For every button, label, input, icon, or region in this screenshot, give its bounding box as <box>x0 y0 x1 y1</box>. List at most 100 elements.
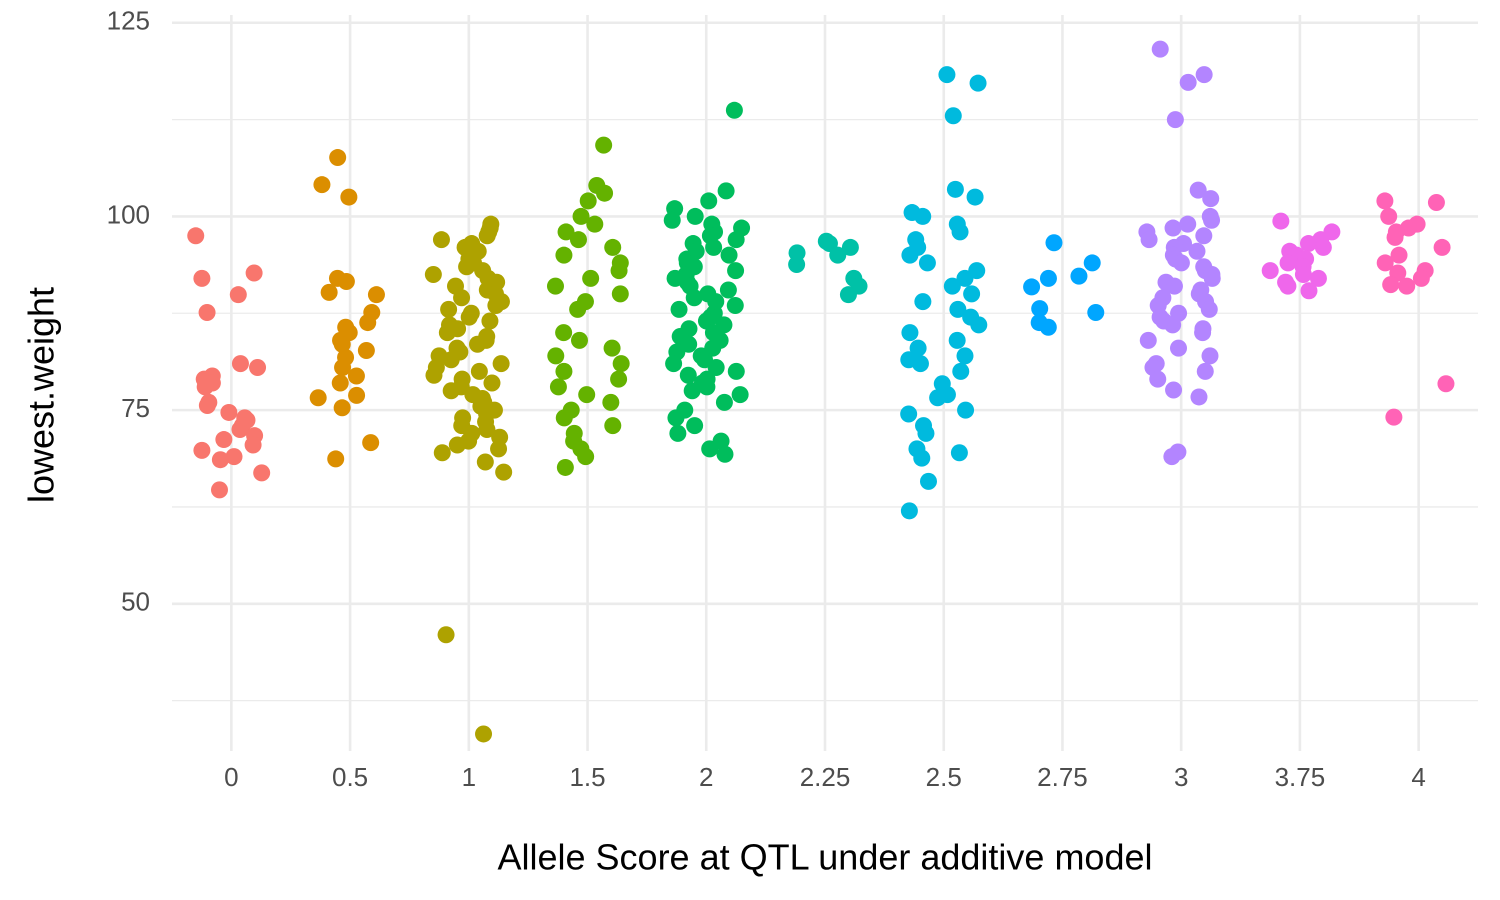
point <box>569 300 587 318</box>
point <box>701 440 719 458</box>
point <box>725 101 743 119</box>
point <box>249 359 267 377</box>
point <box>970 316 988 334</box>
point <box>225 448 243 466</box>
point <box>1314 238 1332 256</box>
point <box>719 281 737 299</box>
point <box>340 188 358 206</box>
point <box>357 341 375 359</box>
x-tick-label: 4 <box>1411 762 1425 792</box>
point <box>596 184 614 202</box>
point <box>1023 278 1041 296</box>
point <box>918 254 936 272</box>
point <box>556 458 574 476</box>
point <box>956 347 974 365</box>
point <box>570 331 588 349</box>
point <box>211 451 229 469</box>
point <box>313 176 331 194</box>
point <box>969 74 987 92</box>
x-tick-label: 2.25 <box>800 762 851 792</box>
point <box>1189 181 1207 199</box>
point <box>1201 347 1219 365</box>
point <box>610 370 628 388</box>
point <box>1166 111 1184 129</box>
point <box>442 351 460 369</box>
point <box>1087 303 1105 321</box>
point <box>1433 238 1451 256</box>
point <box>347 367 365 385</box>
point <box>717 182 735 200</box>
point <box>1299 235 1317 253</box>
point <box>187 227 205 245</box>
y-tick-label: 50 <box>121 587 150 617</box>
point <box>698 378 716 396</box>
point <box>944 107 962 125</box>
point <box>333 399 351 417</box>
point <box>440 300 458 318</box>
point <box>309 389 327 407</box>
point <box>917 424 935 442</box>
point <box>549 378 567 396</box>
y-tick-label: 125 <box>107 6 150 36</box>
point <box>963 285 981 303</box>
point <box>555 409 573 427</box>
point <box>663 211 681 229</box>
point <box>1376 192 1394 210</box>
point <box>669 424 687 442</box>
x-axis-title: Allele Score at QTL under additive model <box>497 837 1152 878</box>
y-tick-label: 100 <box>107 199 150 229</box>
point <box>470 362 488 380</box>
point <box>432 231 450 249</box>
point <box>1190 388 1208 406</box>
point <box>900 502 918 520</box>
x-tick-label: 2.5 <box>926 762 962 792</box>
point <box>1083 254 1101 272</box>
point <box>1045 234 1063 252</box>
point <box>220 403 238 421</box>
point <box>1203 211 1221 229</box>
point <box>476 453 494 471</box>
point <box>1172 254 1190 272</box>
point <box>362 434 380 452</box>
point <box>555 324 573 342</box>
point <box>901 324 919 342</box>
point <box>1386 228 1404 246</box>
x-tick-label: 3.75 <box>1275 762 1326 792</box>
y-tick-label: 75 <box>121 393 150 423</box>
point <box>1196 362 1214 380</box>
point <box>1179 73 1197 91</box>
x-tick-label: 0 <box>224 762 238 792</box>
point <box>572 207 590 225</box>
point <box>610 262 628 280</box>
point <box>1380 207 1398 225</box>
point <box>1151 40 1169 58</box>
point <box>424 266 442 284</box>
point <box>1165 277 1183 295</box>
point <box>938 66 956 84</box>
point <box>1179 215 1197 233</box>
point <box>957 401 975 419</box>
point <box>425 366 443 384</box>
point <box>231 420 249 438</box>
point <box>1194 324 1212 342</box>
point <box>1195 66 1213 84</box>
point <box>245 264 263 282</box>
point <box>460 308 478 326</box>
point <box>547 347 565 365</box>
point <box>1039 318 1057 336</box>
point <box>367 286 385 304</box>
point <box>727 231 745 249</box>
point <box>359 314 377 332</box>
point <box>839 286 857 304</box>
point <box>1164 316 1182 334</box>
point <box>193 441 211 459</box>
point <box>1412 269 1430 287</box>
point <box>193 269 211 287</box>
point <box>914 293 932 311</box>
point <box>196 378 214 396</box>
point <box>670 300 688 318</box>
point <box>612 355 630 373</box>
point <box>727 362 745 380</box>
point <box>913 449 931 467</box>
point <box>929 389 947 407</box>
